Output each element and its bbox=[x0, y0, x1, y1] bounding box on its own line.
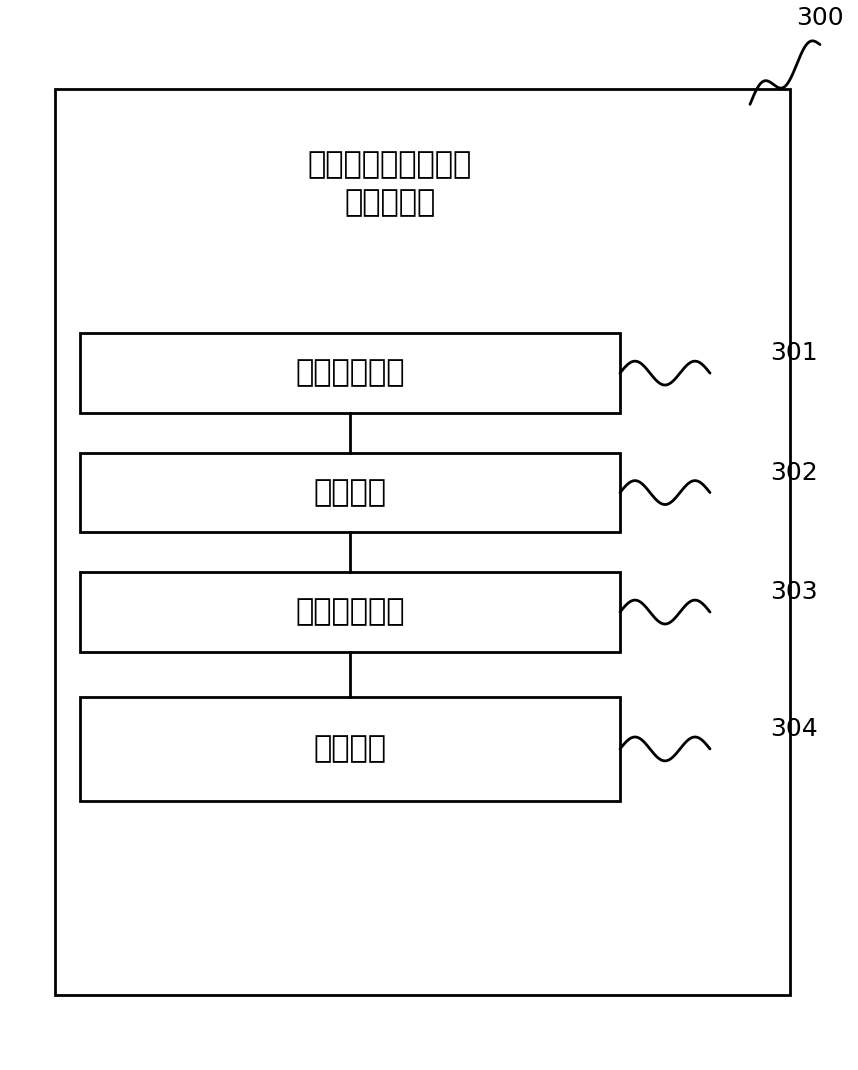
Text: 特效模块: 特效模块 bbox=[313, 734, 386, 763]
FancyBboxPatch shape bbox=[80, 453, 620, 533]
Text: 304: 304 bbox=[770, 717, 818, 742]
FancyBboxPatch shape bbox=[80, 333, 620, 413]
FancyBboxPatch shape bbox=[80, 697, 620, 801]
Text: 302: 302 bbox=[770, 461, 818, 485]
Text: 第二获取模块: 第二获取模块 bbox=[295, 597, 405, 627]
FancyBboxPatch shape bbox=[55, 90, 790, 995]
Text: 确定模块: 确定模块 bbox=[313, 478, 386, 507]
FancyBboxPatch shape bbox=[80, 572, 620, 652]
Text: 303: 303 bbox=[770, 580, 818, 605]
Text: 301: 301 bbox=[770, 341, 818, 365]
Text: 300: 300 bbox=[796, 5, 843, 30]
Text: 发动机内燃运作的图
像显示系统: 发动机内燃运作的图 像显示系统 bbox=[308, 151, 472, 217]
Text: 第一获取模块: 第一获取模块 bbox=[295, 358, 405, 387]
